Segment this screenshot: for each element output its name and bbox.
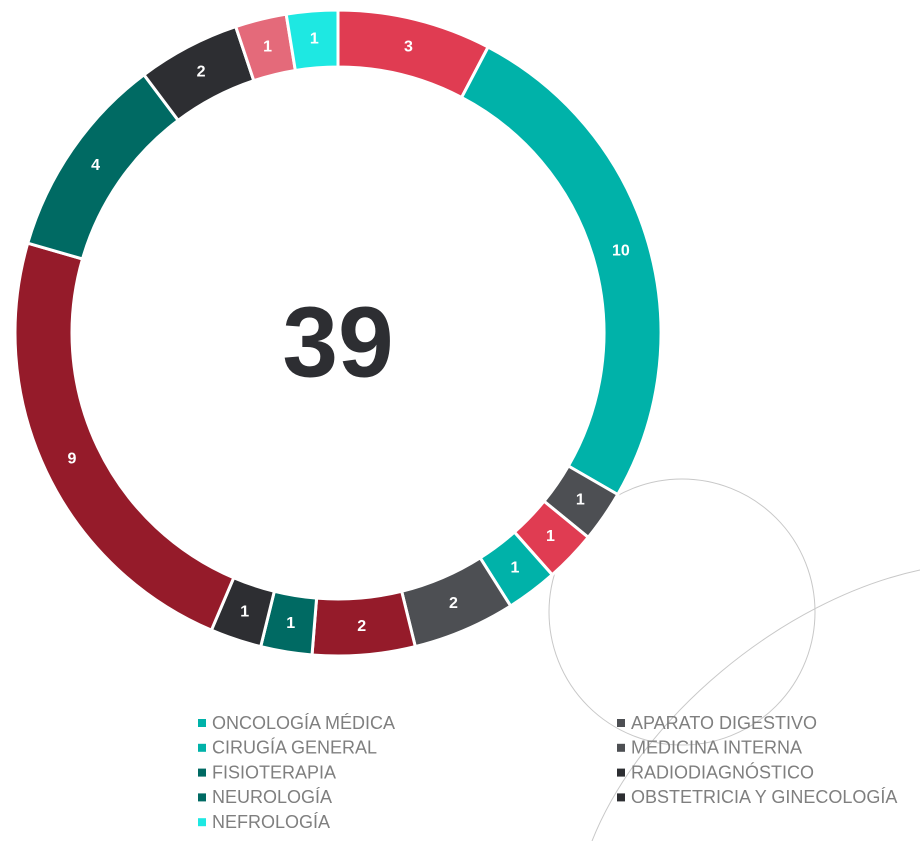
legend-label: MEDICINA INTERNA (631, 738, 802, 758)
data-label: 1 (240, 604, 249, 621)
legend-swatch (198, 818, 206, 827)
data-label: 2 (357, 618, 366, 635)
decoration (591, 569, 920, 841)
legend-label: OBSTETRICIA Y GINECOLOGÍA (631, 787, 897, 807)
segment (284, 8, 340, 73)
legend-swatch (617, 793, 625, 802)
segment (336, 8, 491, 100)
legend-label: CIRUGÍA GENERAL (212, 738, 377, 758)
donut: 3 10 1 1 1 2 2 1 1 9 4 2 1 1 (13, 8, 663, 658)
legend-swatch (617, 743, 625, 752)
data-label: 2 (197, 63, 206, 80)
data-label: 10 (612, 242, 630, 259)
legend-swatch (198, 768, 206, 777)
data-label: 1 (576, 492, 585, 509)
legend-label: NEFROLOGÍA (212, 812, 330, 832)
data-label: 2 (449, 595, 458, 612)
legend-label: RADIODIAGNÓSTICO (631, 761, 814, 782)
legend-swatch (198, 793, 206, 802)
legend-label: ONCOLOGÍA MÉDICA (212, 713, 395, 733)
data-label: 1 (263, 38, 272, 55)
legend-swatch (198, 719, 206, 727)
legend: ONCOLOGÍA MÉDICA CIRUGÍA GENERAL FISIOTERA… (198, 713, 897, 832)
segment (13, 241, 236, 633)
legend-label: APARATO DIGESTIVO (631, 713, 817, 733)
segment (25, 72, 181, 261)
data-label: 1 (310, 31, 319, 48)
segment (459, 44, 663, 497)
decoration (548, 478, 816, 746)
legend-label: NEUROLOGÍA (212, 787, 332, 807)
data-label: 9 (67, 450, 76, 467)
legend-label: FISIOTERAPIA (212, 762, 336, 782)
legend-swatch (198, 743, 206, 752)
legend-swatch (617, 768, 625, 777)
data-label: 4 (91, 157, 100, 174)
data-label: 1 (286, 615, 295, 632)
data-label: 3 (404, 38, 413, 55)
data-label: 1 (510, 560, 519, 577)
legend-swatch (617, 719, 625, 727)
center-total: 39 (282, 286, 393, 398)
data-label: 1 (546, 528, 555, 545)
